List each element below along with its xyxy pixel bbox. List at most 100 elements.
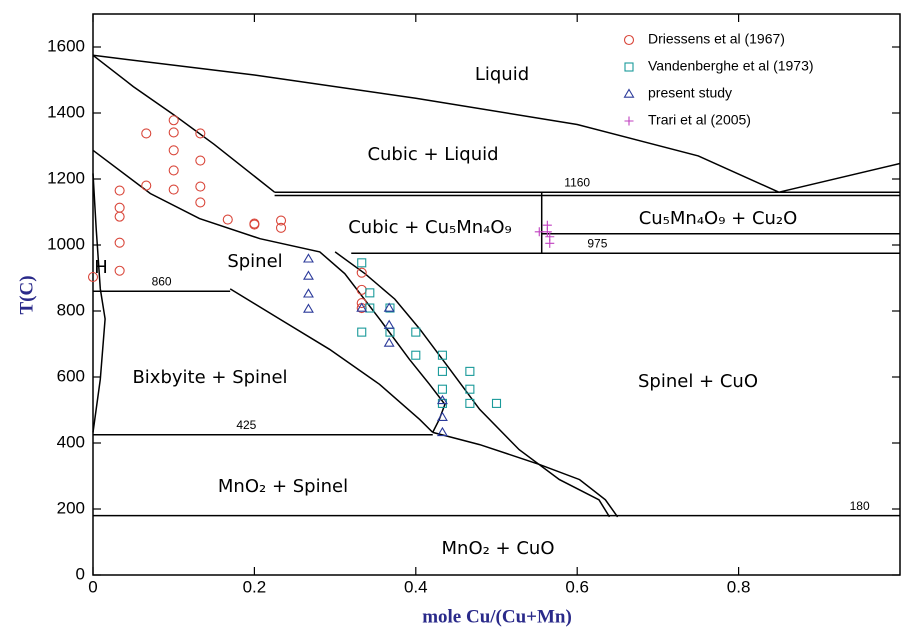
phase-boundary bbox=[92, 288, 106, 433]
data-point bbox=[303, 270, 314, 280]
data-point bbox=[168, 115, 179, 126]
data-point bbox=[465, 366, 475, 376]
data-point bbox=[195, 181, 206, 192]
data-point bbox=[222, 214, 233, 225]
y-tick-label: 1600 bbox=[47, 36, 85, 55]
data-point bbox=[195, 155, 206, 166]
data-point bbox=[437, 350, 447, 360]
plot-frame bbox=[92, 13, 901, 576]
legend-marker bbox=[623, 88, 635, 98]
data-point bbox=[356, 302, 368, 312]
data-point bbox=[303, 253, 314, 263]
y-tick-label: 600 bbox=[57, 366, 85, 385]
region-label: Spinel bbox=[227, 251, 282, 272]
x-tick-label: 0.6 bbox=[565, 577, 589, 596]
data-point bbox=[436, 426, 448, 437]
y-tick-label: 800 bbox=[57, 300, 85, 319]
data-point bbox=[491, 398, 502, 408]
y-tick-label: 400 bbox=[57, 432, 85, 451]
data-point bbox=[356, 267, 367, 278]
x-tick-label: 0.2 bbox=[243, 577, 267, 596]
data-point bbox=[114, 211, 125, 222]
region-label: MnO₂ + CuO bbox=[442, 538, 555, 559]
phase-boundary bbox=[92, 173, 102, 289]
data-point bbox=[168, 145, 179, 156]
data-point bbox=[357, 327, 367, 337]
region-label: Cu₅Mn₄O₉ + Cu₂O bbox=[639, 208, 798, 229]
data-point bbox=[168, 127, 179, 138]
phase-boundary bbox=[334, 251, 611, 518]
data-point bbox=[114, 265, 125, 276]
data-point bbox=[195, 128, 206, 139]
region-label: Cubic + Cu₅Mn₄O₉ bbox=[348, 217, 512, 238]
region-label: H bbox=[94, 257, 108, 278]
data-point bbox=[534, 227, 544, 237]
data-point bbox=[249, 219, 260, 230]
data-point bbox=[356, 284, 367, 295]
isotherm-label: 180 bbox=[850, 499, 870, 513]
legend-label: Driessens et al (1967) bbox=[648, 31, 785, 47]
y-tick-label: 200 bbox=[57, 498, 85, 517]
data-point bbox=[383, 337, 395, 347]
data-point bbox=[465, 398, 475, 408]
data-point bbox=[114, 185, 125, 196]
data-point bbox=[436, 394, 448, 405]
data-point bbox=[356, 298, 367, 309]
data-point bbox=[303, 288, 314, 298]
isotherm-label: 975 bbox=[587, 236, 607, 250]
data-point bbox=[303, 303, 314, 313]
legend-marker bbox=[623, 34, 635, 46]
data-point bbox=[437, 384, 447, 394]
x-axis-title: mole Cu/(Cu+Mn) bbox=[422, 606, 572, 627]
data-point bbox=[275, 222, 287, 233]
x-tick-label: 0.4 bbox=[404, 577, 428, 596]
data-point bbox=[465, 384, 475, 394]
data-point bbox=[195, 197, 206, 208]
data-point bbox=[87, 271, 99, 283]
legend-label: Vandenberghe et al (1973) bbox=[648, 58, 814, 74]
data-point bbox=[437, 366, 447, 376]
data-point bbox=[545, 238, 555, 248]
data-point bbox=[383, 302, 395, 312]
phase-boundary bbox=[432, 431, 619, 518]
data-point bbox=[542, 227, 552, 237]
legend-marker bbox=[624, 62, 634, 72]
y-tick-label: 0 bbox=[76, 564, 85, 583]
data-point bbox=[365, 303, 375, 313]
y-tick-label: 1400 bbox=[47, 102, 85, 121]
data-point bbox=[141, 180, 152, 191]
isotherm-label: 860 bbox=[152, 274, 172, 288]
legend-label: Trari et al (2005) bbox=[648, 112, 751, 128]
data-point bbox=[365, 288, 375, 298]
region-label: MnO₂ + Spinel bbox=[218, 476, 348, 497]
data-point bbox=[383, 319, 395, 329]
data-point bbox=[411, 327, 421, 337]
data-point bbox=[436, 411, 448, 421]
region-label: Cubic + Liquid bbox=[367, 144, 498, 165]
data-point bbox=[114, 202, 125, 213]
data-point bbox=[114, 237, 125, 248]
legend-label: present study bbox=[648, 85, 732, 101]
phase-boundary bbox=[92, 54, 780, 193]
isotherm-label: 1160 bbox=[564, 175, 590, 189]
isotherm-label: 425 bbox=[236, 418, 256, 432]
region-label: Liquid bbox=[475, 64, 529, 85]
data-point bbox=[168, 184, 179, 195]
data-point bbox=[141, 128, 152, 139]
data-point bbox=[411, 350, 421, 360]
data-point bbox=[168, 165, 179, 176]
x-tick-label: 0 bbox=[88, 577, 97, 596]
region-label: Spinel + CuO bbox=[638, 371, 758, 392]
x-tick-label: 0.8 bbox=[727, 577, 751, 596]
y-axis-title: T(C) bbox=[16, 275, 37, 314]
data-point bbox=[275, 215, 287, 226]
region-label: Bixbyite + Spinel bbox=[132, 367, 287, 388]
legend-marker bbox=[624, 116, 634, 126]
y-tick-label: 1000 bbox=[47, 234, 85, 253]
data-point bbox=[357, 258, 367, 268]
phase-boundary bbox=[229, 288, 434, 433]
phase-boundary bbox=[778, 162, 901, 193]
y-tick-label: 1200 bbox=[47, 168, 85, 187]
phase-boundary bbox=[92, 54, 276, 193]
